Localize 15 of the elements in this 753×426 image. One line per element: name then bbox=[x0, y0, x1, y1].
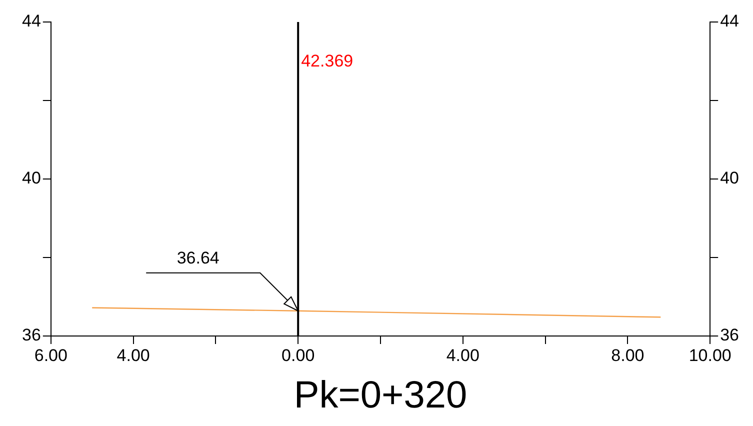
y2-tick-label: 44 bbox=[720, 12, 740, 31]
x-tick-label: 0.00 bbox=[282, 346, 315, 365]
y-tick-label: 40 bbox=[22, 168, 41, 188]
text: Pk=0+320 bbox=[294, 374, 468, 417]
x-tick-label: 8.00 bbox=[611, 346, 644, 365]
x-tick-label: 10.00 bbox=[688, 346, 732, 365]
y-tick-label: 44 bbox=[22, 12, 41, 31]
data-label: 36.64 bbox=[176, 248, 220, 268]
x-tick-label: 4.00 bbox=[116, 346, 150, 365]
y2-tick-label: 36 bbox=[720, 326, 740, 345]
annotation: 42.369 bbox=[301, 52, 354, 71]
y2-tick-label: 40 bbox=[720, 168, 740, 188]
y-tick-label: 36 bbox=[22, 326, 41, 345]
x-tick-label: 6.00 bbox=[34, 346, 68, 365]
x-tick-label: 4.00 bbox=[446, 346, 480, 365]
